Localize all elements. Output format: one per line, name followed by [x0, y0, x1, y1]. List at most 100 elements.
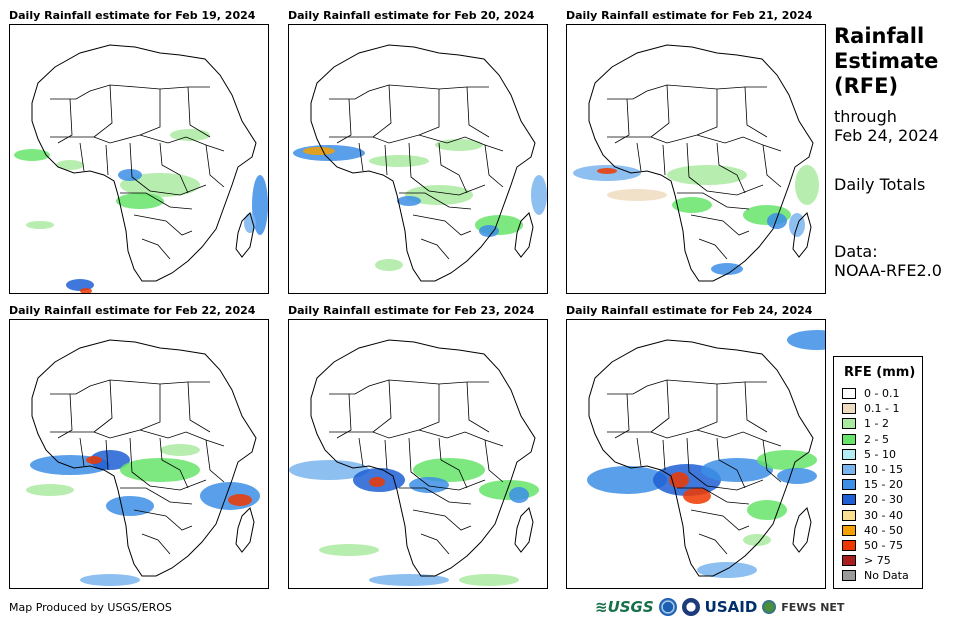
legend-item: 50 - 75: [842, 538, 916, 553]
rainfall-area: [587, 466, 667, 494]
country-border: [607, 84, 767, 100]
map-canvas: [289, 339, 539, 586]
rainfall-area: [777, 468, 817, 484]
legend-swatch: [842, 464, 856, 476]
legend-item: 15 - 20: [842, 477, 916, 492]
map-canvas: [14, 44, 268, 293]
legend-item: No Data: [842, 568, 916, 583]
rainfall-area: [711, 263, 743, 275]
legend-swatch: [842, 539, 856, 551]
coastline: [588, 44, 814, 282]
country-border: [139, 384, 161, 431]
rainfall-area: [90, 450, 130, 470]
country-border: [79, 142, 85, 172]
country-border: [690, 509, 750, 531]
rainfall-area: [289, 460, 369, 480]
rainfall-map: [288, 319, 548, 589]
country-border: [358, 437, 364, 467]
country-border: [716, 142, 746, 194]
rainfall-map: [566, 319, 826, 589]
legend-title: RFE (mm): [844, 365, 916, 380]
country-border: [698, 533, 728, 555]
country-border: [636, 142, 642, 172]
country-border: [141, 533, 171, 555]
country-border: [329, 429, 504, 447]
coastline: [310, 44, 536, 282]
legend-item: 20 - 30: [842, 492, 916, 507]
country-border: [408, 437, 486, 491]
rainfall-area: [106, 496, 154, 516]
rainfall-area: [252, 175, 268, 235]
madagascar-outline: [792, 507, 812, 553]
legend-label: 2 - 5: [864, 432, 889, 446]
rainfall-area: [787, 330, 825, 350]
country-border: [716, 437, 746, 489]
country-border: [412, 509, 472, 531]
rainfall-area: [767, 213, 787, 229]
country-border: [120, 487, 193, 505]
rainfall-map: [566, 24, 826, 294]
legend-swatch: [842, 494, 856, 506]
legend-item: 5 - 10: [842, 447, 916, 462]
coastline: [31, 44, 257, 282]
legend-swatch: [842, 433, 856, 445]
fews-globe-icon: [762, 600, 777, 614]
map-canvas: [26, 339, 260, 586]
rainfall-area: [672, 197, 712, 213]
legend-item: 40 - 50: [842, 523, 916, 538]
legend-swatch: [842, 479, 856, 491]
coastline: [310, 339, 536, 577]
rainfall-area: [170, 129, 210, 141]
country-border: [384, 144, 388, 176]
country-border: [677, 487, 750, 505]
rainfall-area: [120, 458, 200, 482]
legend-item: 30 - 40: [842, 508, 916, 523]
legend-label: No Data: [864, 569, 909, 583]
country-border: [420, 238, 450, 260]
legend-item: 0.1 - 1: [842, 401, 916, 416]
country-border: [744, 86, 768, 138]
rainfall-area: [409, 477, 449, 493]
legend-swatch: [842, 418, 856, 430]
country-border: [336, 393, 352, 439]
legend-swatch: [842, 448, 856, 460]
country-border: [133, 214, 193, 236]
country-border: [662, 144, 666, 176]
rainfall-area: [743, 534, 771, 546]
country-border: [418, 384, 440, 431]
rainfall-area: [413, 458, 485, 482]
rainfall-area: [319, 544, 379, 556]
country-border: [50, 84, 210, 100]
country-border: [484, 439, 504, 483]
country-border: [384, 439, 388, 471]
rainfall-area: [531, 175, 547, 215]
rainfall-area: [228, 494, 252, 506]
rainfall-area: [116, 193, 164, 209]
map-canvas: [573, 44, 819, 282]
partner-logos: ≋USGS USAID FEWS NET: [595, 598, 844, 616]
through-label: through: [834, 107, 897, 126]
legend-label: 15 - 20: [864, 478, 903, 492]
rainfall-area: [607, 189, 667, 201]
madagascar-outline: [792, 212, 812, 258]
country-border: [50, 134, 225, 152]
country-border: [418, 89, 440, 136]
rainfall-area: [397, 196, 421, 206]
country-border: [696, 384, 718, 431]
country-border: [187, 86, 211, 138]
rainfall-area: [669, 472, 689, 488]
legend-swatch: [842, 524, 856, 536]
rainfall-area: [667, 165, 747, 185]
produced-by: Map Produced by USGS/EROS: [9, 601, 172, 614]
country-border: [614, 393, 630, 439]
country-border: [358, 142, 364, 172]
country-border: [690, 214, 750, 236]
legend-item: 1 - 2: [842, 416, 916, 431]
country-border: [129, 142, 207, 196]
country-border: [372, 84, 392, 138]
country-border: [614, 98, 630, 144]
rainfall-area: [66, 279, 94, 291]
country-border: [696, 89, 718, 136]
